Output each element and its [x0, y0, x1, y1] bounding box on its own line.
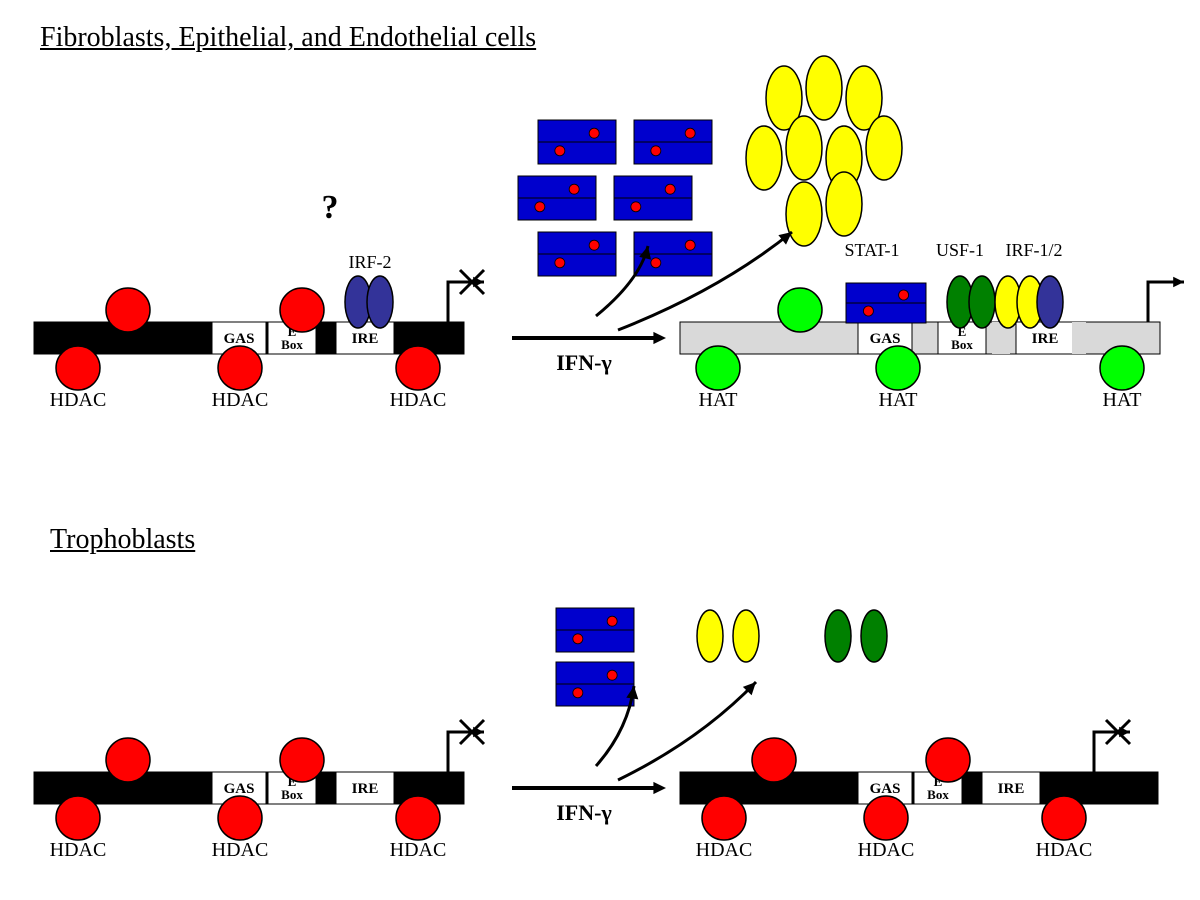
svg-text:IRE: IRE: [1032, 331, 1059, 347]
svg-text:HDAC: HDAC: [50, 389, 107, 411]
diagram-canvas: GASEBoxIREHDACHDACHDACIRF-2?GASEBoxIREHA…: [0, 0, 1200, 900]
svg-text:HDAC: HDAC: [390, 839, 447, 861]
svg-text:HDAC: HDAC: [858, 839, 915, 861]
svg-text:GAS: GAS: [224, 331, 255, 347]
svg-text:HAT: HAT: [1103, 389, 1142, 411]
svg-text:IFN-γ: IFN-γ: [556, 350, 612, 375]
svg-text:HAT: HAT: [879, 389, 918, 411]
svg-text:HDAC: HDAC: [212, 839, 269, 861]
svg-text:HDAC: HDAC: [212, 389, 269, 411]
svg-text:HDAC: HDAC: [1036, 839, 1093, 861]
svg-text:USF-1: USF-1: [936, 240, 984, 260]
svg-text:IRE: IRE: [352, 331, 379, 347]
svg-text:HAT: HAT: [699, 389, 738, 411]
svg-text:?: ?: [322, 189, 339, 226]
svg-text:IRF-1/2: IRF-1/2: [1005, 240, 1062, 260]
svg-text:HDAC: HDAC: [50, 839, 107, 861]
title-top: Fibroblasts, Epithelial, and Endothelial…: [40, 22, 536, 54]
svg-text:IRE: IRE: [998, 781, 1025, 797]
svg-text:GAS: GAS: [224, 781, 255, 797]
svg-text:IRF-2: IRF-2: [348, 252, 391, 272]
svg-text:HDAC: HDAC: [390, 389, 447, 411]
svg-text:HDAC: HDAC: [696, 839, 753, 861]
svg-text:IRE: IRE: [352, 781, 379, 797]
svg-text:GAS: GAS: [870, 331, 901, 347]
svg-text:GAS: GAS: [870, 781, 901, 797]
svg-text:IFN-γ: IFN-γ: [556, 800, 612, 825]
title-bottom: Trophoblasts: [50, 524, 195, 556]
svg-text:STAT-1: STAT-1: [845, 240, 900, 260]
